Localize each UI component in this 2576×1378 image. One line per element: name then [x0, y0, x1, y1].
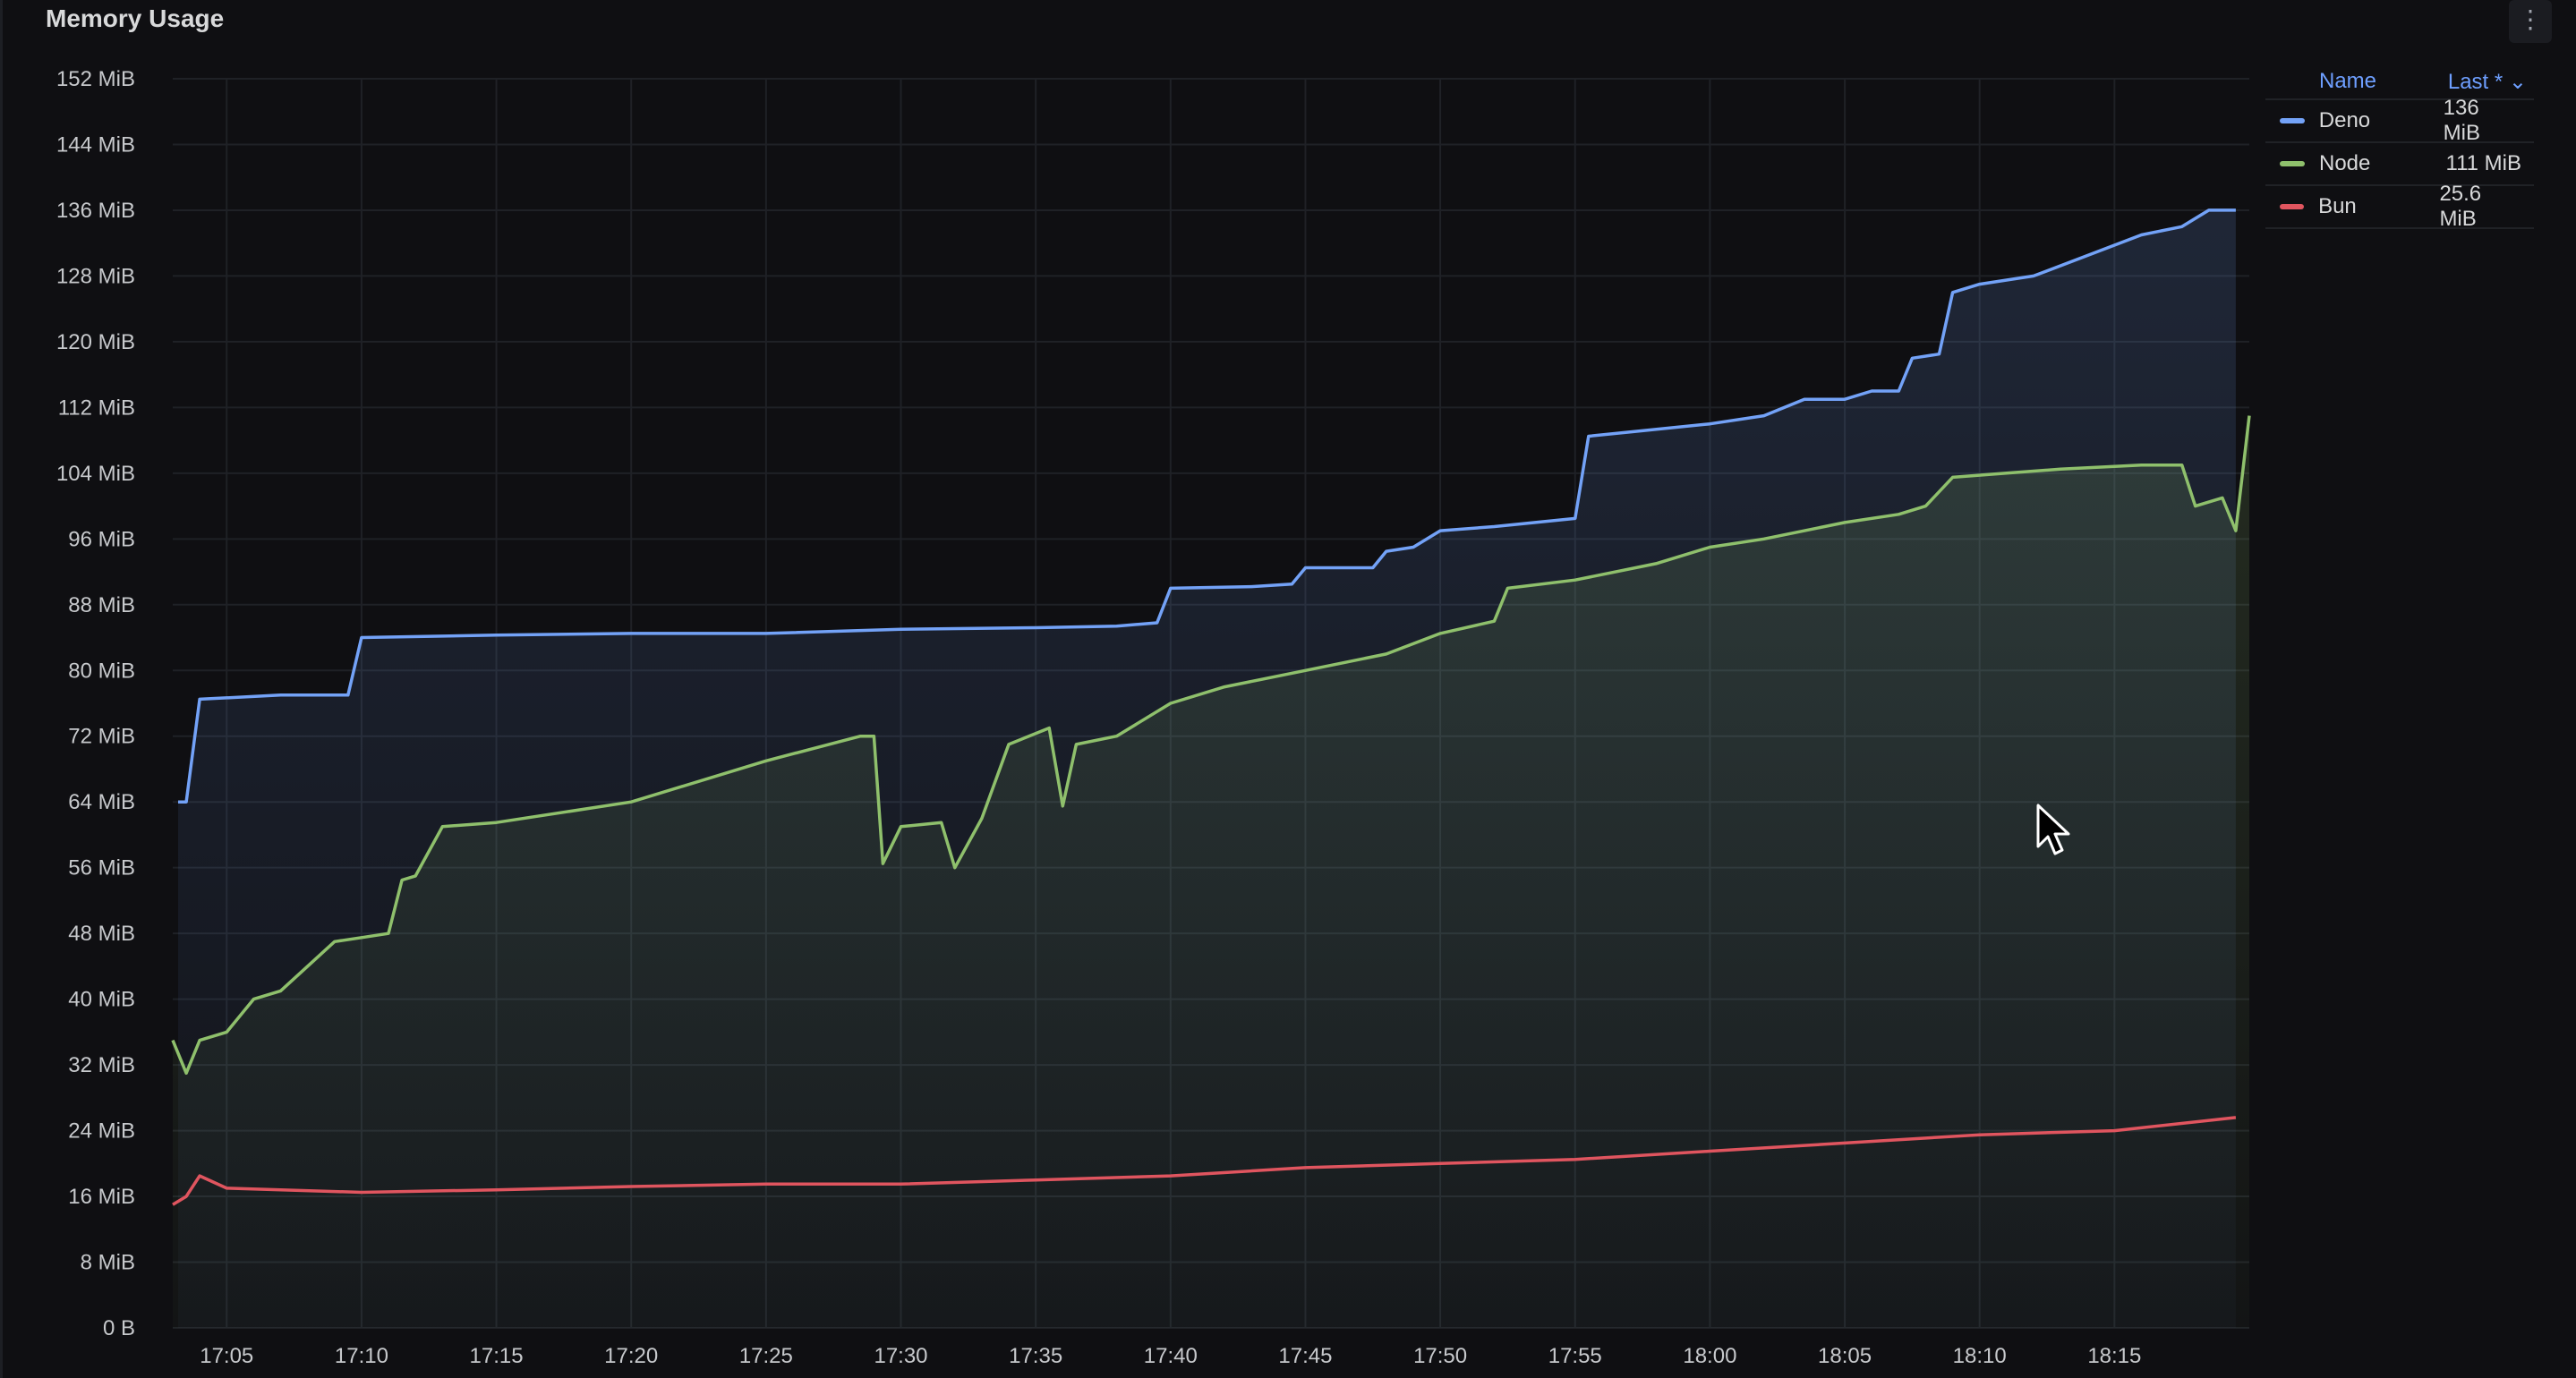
legend-series-last: 25.6 MiB [2439, 182, 2482, 231]
x-tick-label: 18:15 [2087, 1344, 2141, 1368]
legend-item-bun[interactable]: Bun 25.6 MiB [2265, 182, 2534, 231]
y-tick-label: 136 MiB [56, 199, 135, 223]
y-tick-label: 56 MiB [68, 856, 135, 880]
legend-swatch-deno [2280, 118, 2305, 123]
y-tick-label: 152 MiB [56, 67, 135, 91]
legend: Name Last * ⌄ Deno 136 MiB Node 111 MiB … [2265, 64, 2534, 231]
legend-swatch-node [2280, 161, 2305, 166]
y-tick-label: 0 B [103, 1316, 135, 1340]
legend-series-name: Bun [2318, 194, 2357, 218]
y-tick-label: 72 MiB [68, 725, 135, 749]
y-tick-label: 104 MiB [56, 462, 135, 486]
legend-item-deno[interactable]: Deno 136 MiB [2265, 96, 2534, 145]
series-areas [173, 209, 2249, 1329]
y-tick-label: 48 MiB [68, 922, 135, 946]
y-tick-label: 8 MiB [81, 1251, 135, 1275]
y-tick-label: 128 MiB [56, 264, 135, 288]
series-line-deno [178, 208, 2236, 804]
legend-series-last: 136 MiB [2443, 96, 2480, 145]
x-tick-label: 17:10 [335, 1344, 388, 1368]
x-tick-label: 17:20 [604, 1344, 658, 1368]
legend-header: Name Last * ⌄ [2265, 64, 2534, 100]
legend-series-last: 111 MiB [2445, 151, 2521, 175]
x-tick-label: 17:05 [200, 1344, 253, 1368]
y-tick-label: 120 MiB [56, 330, 135, 354]
series-line-node [171, 415, 2251, 1076]
x-tick-label: 18:05 [1818, 1344, 1872, 1368]
y-tick-label: 112 MiB [58, 396, 135, 420]
x-tick-label: 17:55 [1548, 1344, 1602, 1368]
y-tick-label: 144 MiB [56, 132, 135, 157]
y-tick-label: 40 MiB [68, 988, 135, 1012]
x-tick-label: 18:10 [1953, 1344, 2007, 1368]
x-axis-ticks: 17:05 17:10 17:15 17:20 17:25 17:30 17:35 17:40… [200, 1344, 2141, 1368]
y-tick-label: 16 MiB [68, 1185, 135, 1209]
kebab-menu-icon[interactable]: ⋮ [2509, 0, 2552, 43]
legend-name-header[interactable]: Name [2319, 69, 2377, 93]
y-tick-label: 80 MiB [68, 659, 135, 683]
legend-series-name: Deno [2318, 108, 2371, 132]
x-tick-label: 17:40 [1144, 1344, 1198, 1368]
x-tick-label: 17:50 [1413, 1344, 1467, 1368]
panel-title[interactable]: Memory Usage [46, 4, 225, 32]
legend-last-header[interactable]: Last * ⌄ [2447, 69, 2527, 94]
memory-chart[interactable]: 0 B 8 MiB 16 MiB 24 MiB 32 MiB 40 MiB 48 MiB 56… [3, 0, 2576, 1378]
x-tick-label: 17:45 [1278, 1344, 1332, 1368]
mouse-cursor-icon [2036, 804, 2070, 855]
x-tick-label: 17:25 [739, 1344, 793, 1368]
legend-swatch-bun [2280, 204, 2305, 209]
series-line-bun [172, 1116, 2237, 1206]
y-tick-label: 24 MiB [68, 1119, 135, 1144]
x-tick-label: 17:15 [470, 1344, 524, 1368]
y-tick-label: 96 MiB [68, 527, 135, 551]
legend-item-node[interactable]: Node 111 MiB [2265, 143, 2534, 186]
x-tick-label: 18:00 [1683, 1344, 1736, 1368]
y-tick-label: 64 MiB [68, 790, 135, 814]
legend-series-name: Node [2319, 151, 2371, 175]
series-area-node [173, 415, 2249, 1329]
x-tick-label: 17:30 [874, 1344, 927, 1368]
series-lines [171, 208, 2251, 1206]
y-tick-label: 88 MiB [68, 593, 135, 617]
x-tick-label: 17:35 [1009, 1344, 1062, 1368]
y-tick-label: 32 MiB [68, 1053, 135, 1077]
y-axis-ticks: 0 B 8 MiB 16 MiB 24 MiB 32 MiB 40 MiB 48 MiB 56… [56, 67, 135, 1340]
